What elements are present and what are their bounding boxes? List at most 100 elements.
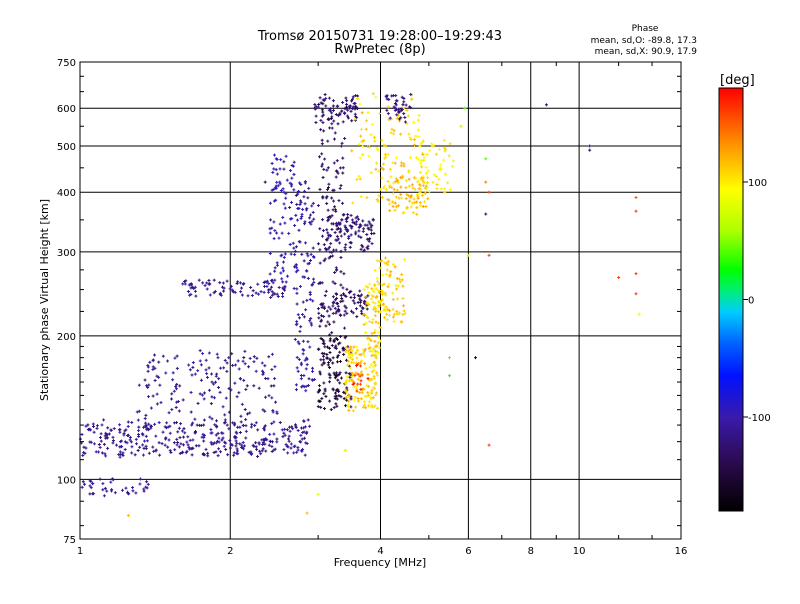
data-point: [358, 297, 362, 301]
data-point: [328, 399, 332, 403]
data-point: [354, 371, 358, 375]
data-point: [374, 307, 378, 311]
data-point: [275, 292, 279, 296]
data-point: [395, 113, 399, 117]
data-point: [319, 319, 323, 323]
data-point: [399, 109, 403, 113]
data-point: [354, 222, 358, 226]
data-point: [281, 215, 285, 219]
data-point: [391, 200, 395, 204]
data-point: [265, 280, 269, 284]
data-point: [199, 378, 203, 382]
data-point: [368, 282, 372, 286]
data-point: [336, 304, 340, 308]
data-point: [145, 439, 149, 443]
data-point: [311, 299, 315, 303]
data-point: [378, 266, 382, 270]
data-point: [272, 220, 276, 224]
data-point: [371, 122, 375, 126]
data-point: [350, 119, 354, 123]
data-point: [366, 285, 370, 289]
data-point: [362, 387, 366, 391]
data-point: [330, 227, 334, 231]
data-point: [266, 377, 270, 381]
data-point: [159, 401, 163, 405]
data-point: [353, 395, 357, 399]
data-point: [103, 434, 107, 438]
data-point: [357, 217, 361, 221]
data-point: [196, 369, 200, 373]
data-point: [366, 316, 370, 320]
data-point: [283, 284, 287, 288]
data-point: [294, 245, 298, 249]
data-point: [371, 300, 375, 304]
data-point: [327, 322, 331, 326]
data-point: [278, 222, 282, 226]
data-point: [284, 154, 288, 158]
data-point: [177, 409, 181, 413]
y-tick-label: 750: [57, 58, 76, 69]
data-point: [437, 177, 441, 181]
data-point: [149, 426, 153, 430]
data-point: [351, 357, 355, 361]
data-point: [308, 424, 312, 428]
data-point: [283, 206, 287, 210]
data-point: [321, 338, 325, 342]
data-point: [484, 157, 488, 161]
data-point: [276, 295, 280, 299]
data-point: [369, 297, 373, 301]
data-point: [330, 126, 334, 130]
data-point: [157, 441, 161, 445]
data-point: [256, 282, 260, 286]
data-point: [391, 192, 395, 196]
data-point: [330, 250, 334, 254]
data-point: [175, 437, 179, 441]
data-point: [343, 326, 347, 330]
data-point: [400, 95, 404, 99]
data-point: [306, 340, 310, 344]
data-point: [237, 367, 241, 371]
data-point: [427, 149, 431, 153]
data-point: [305, 511, 309, 515]
data-point: [89, 440, 93, 444]
data-point: [142, 487, 146, 491]
data-point: [412, 197, 416, 201]
data-point: [270, 188, 274, 192]
data-point: [373, 139, 377, 143]
data-point: [341, 120, 345, 124]
data-point: [308, 319, 312, 323]
data-point: [352, 345, 356, 349]
data-point: [277, 285, 281, 289]
data-point: [235, 282, 239, 286]
data-point: [222, 286, 226, 290]
data-point: [205, 375, 209, 379]
data-point: [333, 131, 337, 135]
data-point: [348, 375, 352, 379]
data-point: [366, 372, 370, 376]
data-point: [311, 246, 315, 250]
data-point: [326, 356, 330, 360]
data-point: [385, 188, 389, 192]
data-point: [363, 295, 367, 299]
data-point: [333, 306, 337, 310]
data-point: [105, 489, 109, 493]
data-point: [202, 439, 206, 443]
data-point: [314, 105, 318, 109]
data-point: [332, 119, 336, 123]
data-point: [103, 486, 107, 490]
data-point: [157, 360, 161, 364]
data-point: [424, 187, 428, 191]
data-point: [240, 443, 244, 447]
data-point: [145, 480, 149, 484]
data-point: [352, 296, 356, 300]
data-point: [334, 402, 338, 406]
data-point: [88, 492, 92, 496]
data-point: [98, 445, 102, 449]
data-point: [166, 445, 170, 449]
data-point: [141, 443, 145, 447]
data-point: [178, 436, 182, 440]
data-point: [310, 378, 314, 382]
data-point: [408, 136, 412, 140]
data-point: [300, 385, 304, 389]
